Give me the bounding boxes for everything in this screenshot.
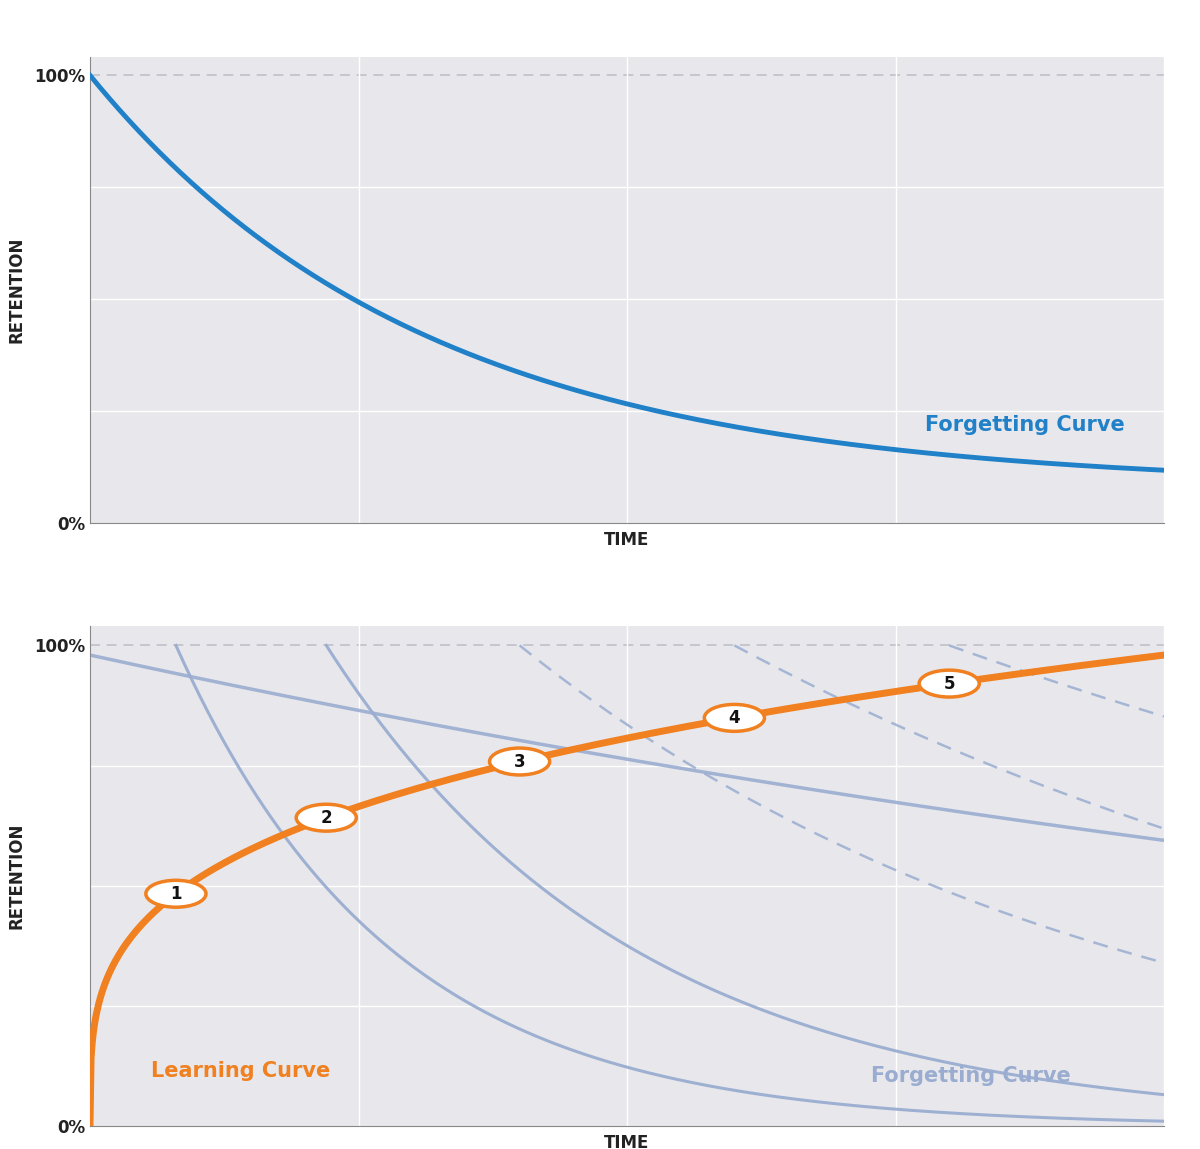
Text: 5: 5 (943, 674, 955, 693)
Circle shape (919, 670, 979, 697)
Y-axis label: RETENTION: RETENTION (7, 237, 25, 344)
Circle shape (296, 804, 356, 831)
Text: (The Forgetting Curve With Spaced Repetition): (The Forgetting Curve With Spaced Repeti… (287, 587, 913, 611)
Text: Learning Curve: Learning Curve (151, 1061, 330, 1081)
Text: Forgetting Curve: Forgetting Curve (924, 415, 1124, 435)
Text: 3: 3 (514, 753, 526, 771)
Y-axis label: RETENTION: RETENTION (7, 823, 25, 930)
X-axis label: TIME: TIME (605, 531, 649, 549)
Circle shape (704, 704, 764, 732)
Text: Remember the Forgetting Curve: Remember the Forgetting Curve (296, 8, 904, 40)
Circle shape (146, 880, 206, 908)
X-axis label: TIME: TIME (605, 1134, 649, 1149)
Text: Forgetting Curve: Forgetting Curve (871, 1066, 1070, 1086)
Text: 1: 1 (170, 885, 181, 903)
Text: 2: 2 (320, 809, 332, 826)
Text: Learning Curve: Learning Curve (457, 545, 743, 578)
Text: 4: 4 (728, 709, 740, 727)
Circle shape (490, 748, 550, 774)
